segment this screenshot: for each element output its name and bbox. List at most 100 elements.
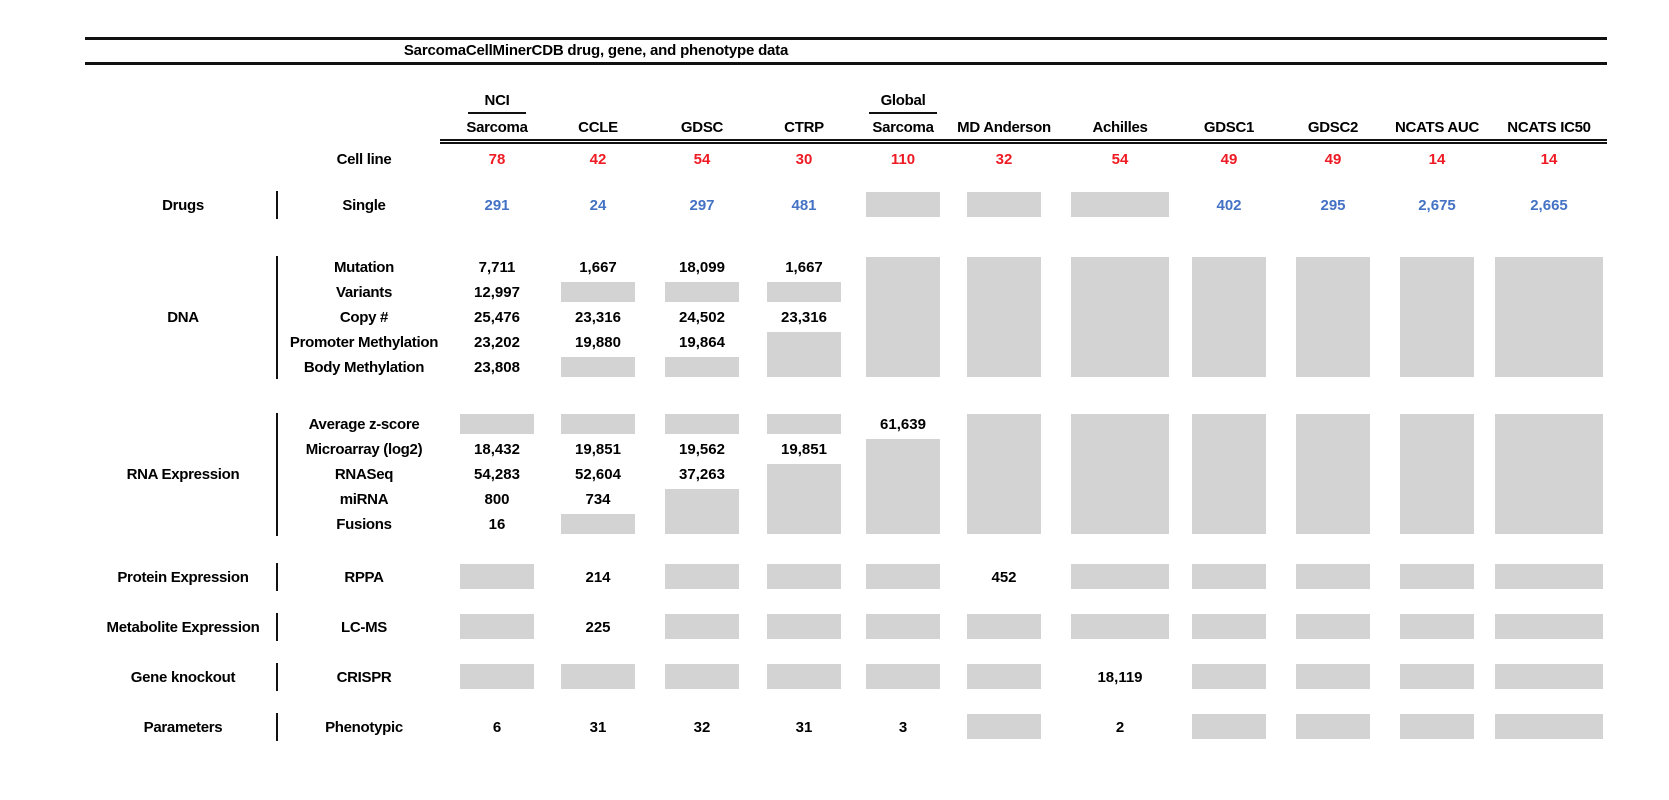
section-divider-knockout (276, 663, 278, 691)
cell-value-knockout-0-achilles: 18,119 (1097, 668, 1143, 686)
missing-data-box-dna-gdsc1 (1192, 257, 1266, 377)
column-header-achilles: Achilles (1092, 119, 1148, 136)
missing-data-box-parameters-ncats-ic50 (1495, 714, 1603, 739)
row-label-dna-2: Copy # (339, 309, 389, 326)
missing-data-box-rna-ncats-ic50 (1495, 414, 1603, 534)
missing-data-box-knockout-gdsc (665, 664, 739, 689)
cell-value-drugs-0-ctrp: 481 (791, 196, 817, 214)
title-top-rule (85, 37, 1607, 40)
cell-line-count-ncats-ic50: 14 (1540, 151, 1558, 168)
column-header-ctrp: CTRP (784, 119, 824, 136)
missing-data-box-rna-ncats-auc (1400, 414, 1474, 534)
missing-data-box-dna-gdsc2 (1296, 257, 1370, 377)
row-label-parameters-0: Phenotypic (325, 718, 403, 736)
group-label-protein: Protein Expression (117, 568, 249, 586)
missing-data-box-metabolite-ncats-auc (1400, 614, 1474, 639)
cell-value-rna-1-ccle: 19,851 (575, 441, 621, 458)
cell-value-rna-0-global-sarcoma: 61,639 (880, 416, 926, 433)
cell-value-dna-3-ccle: 19,880 (575, 334, 621, 351)
missing-data-box-dna-md-anderson (967, 257, 1041, 377)
cell-value-parameters-0-gdsc: 32 (693, 718, 711, 736)
missing-data-box-rna-ccle (561, 414, 635, 434)
missing-data-box-metabolite-achilles (1071, 614, 1169, 639)
cell-value-drugs-0-gdsc: 297 (689, 196, 715, 214)
missing-data-box-drugs-md-anderson (967, 192, 1041, 217)
section-metabolite: Metabolite Expression LC-MS 225 (0, 612, 1669, 642)
missing-data-box-protein-global-sarcoma (866, 564, 940, 589)
section-protein: Protein Expression RPPA 214 452 (0, 562, 1669, 592)
header-double-rule (440, 139, 1607, 144)
group-label-dna: DNA (167, 309, 199, 326)
row-label-rna-0: Average z-score (308, 416, 420, 433)
missing-data-box-knockout-ccle (561, 664, 635, 689)
column-header-ccle: CCLE (578, 119, 618, 136)
missing-data-box-metabolite-gdsc2 (1296, 614, 1370, 639)
cell-value-drugs-0-ccle: 24 (589, 196, 607, 214)
missing-data-box-knockout-nci-sarcoma (460, 664, 534, 689)
missing-data-box-rna-ccle (561, 514, 635, 534)
cell-value-parameters-0-ctrp: 31 (795, 718, 813, 736)
missing-data-box-dna-gdsc (665, 357, 739, 377)
missing-data-box-rna-achilles (1071, 414, 1169, 534)
row-label-rna-1: Microarray (log2) (305, 441, 423, 458)
column-header-gdsc2: GDSC2 (1307, 119, 1359, 136)
missing-data-box-drugs-global-sarcoma (866, 192, 940, 217)
cell-value-rna-1-nci-sarcoma: 18,432 (474, 441, 520, 458)
missing-data-box-protein-achilles (1071, 564, 1169, 589)
group-label-rna: RNA Expression (126, 466, 240, 483)
cell-value-metabolite-0-ccle: 225 (585, 618, 611, 636)
missing-data-box-dna-ccle (561, 357, 635, 377)
column-header-global-sarcoma: Sarcoma (872, 119, 934, 136)
section-drugs: Drugs Single 291 24 297 481 402 295 2,675 2,665 (0, 190, 1669, 220)
section-divider-drugs (276, 191, 278, 219)
section-divider-dna (276, 256, 278, 379)
section-knockout: Gene knockout CRISPR 18,119 (0, 662, 1669, 692)
missing-data-box-dna-global-sarcoma (866, 257, 940, 377)
column-header-gdsc1: GDSC1 (1203, 119, 1255, 136)
row-label-dna-0: Mutation (333, 259, 395, 276)
cell-value-rna-2-ccle: 52,604 (575, 466, 621, 483)
column-header-top-nci-sarcoma: NCI (484, 92, 510, 109)
missing-data-box-knockout-gdsc1 (1192, 664, 1266, 689)
missing-data-box-rna-gdsc (665, 414, 739, 434)
section-divider-parameters (276, 713, 278, 741)
row-label-metabolite-0: LC-MS (341, 618, 387, 636)
cell-value-dna-2-ctrp: 23,316 (781, 309, 827, 326)
missing-data-box-knockout-gdsc2 (1296, 664, 1370, 689)
missing-data-box-rna-nci-sarcoma (460, 414, 534, 434)
cell-value-dna-3-gdsc: 19,864 (679, 334, 725, 351)
missing-data-box-knockout-global-sarcoma (866, 664, 940, 689)
cell-line-count-ctrp: 30 (795, 151, 813, 168)
cell-value-dna-0-nci-sarcoma: 7,711 (478, 259, 516, 276)
cell-value-dna-4-nci-sarcoma: 23,808 (474, 359, 520, 376)
group-label-knockout: Gene knockout (130, 668, 236, 686)
column-header-underline-global-sarcoma (869, 112, 937, 114)
cell-value-dna-2-gdsc: 24,502 (679, 309, 725, 326)
row-label-drugs-0: Single (342, 196, 386, 214)
row-label-knockout-0: CRISPR (336, 668, 392, 686)
section-divider-metabolite (276, 613, 278, 641)
cell-value-rna-4-nci-sarcoma: 16 (488, 516, 506, 533)
missing-data-box-protein-gdsc (665, 564, 739, 589)
cell-line-row-label: Cell line (336, 150, 392, 168)
missing-data-box-protein-ncats-auc (1400, 564, 1474, 589)
table-header: NCI Sarcoma 78 CCLE 42 GDSC 54 CTRP 30 Global Sarc… (0, 0, 1669, 180)
missing-data-box-dna-ctrp (767, 282, 841, 302)
cell-value-rna-2-nci-sarcoma: 54,283 (474, 466, 520, 483)
missing-data-box-rna-ctrp (767, 464, 841, 534)
section-parameters: Parameters Phenotypic 6 31 32 31 3 2 (0, 712, 1669, 742)
missing-data-box-knockout-ncats-ic50 (1495, 664, 1603, 689)
missing-data-box-parameters-ncats-auc (1400, 714, 1474, 739)
missing-data-box-protein-gdsc2 (1296, 564, 1370, 589)
cell-line-count-gdsc2: 49 (1324, 151, 1342, 168)
missing-data-box-protein-gdsc1 (1192, 564, 1266, 589)
missing-data-box-protein-ncats-ic50 (1495, 564, 1603, 589)
cell-value-dna-1-nci-sarcoma: 12,997 (474, 284, 520, 301)
missing-data-box-parameters-md-anderson (967, 714, 1041, 739)
missing-data-box-drugs-achilles (1071, 192, 1169, 217)
cell-value-rna-2-gdsc: 37,263 (679, 466, 725, 483)
missing-data-box-knockout-ncats-auc (1400, 664, 1474, 689)
cell-line-count-achilles: 54 (1111, 151, 1129, 168)
column-header-underline-nci-sarcoma (468, 112, 526, 114)
